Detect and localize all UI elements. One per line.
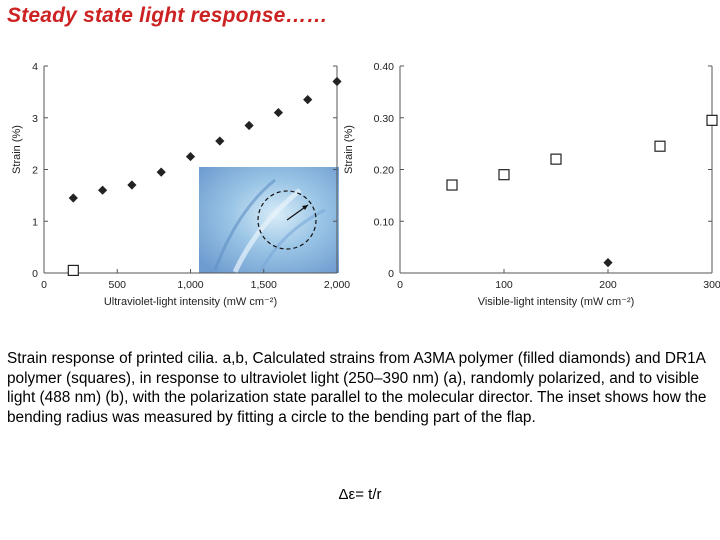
y-tick-label: 1 [32, 216, 38, 228]
diamond-point [156, 167, 166, 177]
y-tick-label: 0.40 [374, 61, 395, 73]
x-axis-label: Visible-light intensity (mW cm⁻²) [478, 296, 635, 308]
fit-circle [257, 190, 317, 250]
square-point [550, 153, 562, 165]
markers-a [67, 76, 342, 277]
diamond-point [332, 76, 342, 87]
diamond-point [244, 120, 254, 131]
x-tick-label: 2,000 [324, 279, 350, 291]
markers-b [446, 114, 718, 268]
square-point [446, 179, 458, 191]
square-point [654, 140, 666, 152]
square-point [498, 169, 510, 181]
diamond-point [68, 193, 78, 203]
diamond-point [185, 151, 196, 162]
y-tick-label: 3 [32, 113, 38, 125]
y-axis-label: Strain (%) [11, 125, 23, 174]
x-tick-label: 100 [495, 279, 513, 291]
x-tick-label: 1,500 [251, 279, 277, 291]
x-tick-label: 300 [703, 279, 720, 291]
x-tick-label: 1,000 [177, 279, 203, 291]
x-tick-label: 0 [397, 279, 403, 291]
strain-charts: 0 1 2 3 4 0 500 1,000 1,500 2,000 Ultraviolet-ligh… [11, 61, 720, 308]
x-tick-label: 500 [108, 279, 126, 291]
diamond-point [127, 180, 137, 190]
y-tick-label: 0 [388, 268, 394, 280]
y-tick-label: 4 [32, 61, 38, 73]
diamond-point [273, 107, 283, 118]
y-tick-label: 2 [32, 165, 38, 177]
figure: 0 1 2 3 4 0 500 1,000 1,500 2,000 Ultraviolet-ligh… [0, 40, 720, 340]
y-tick-label: 0.20 [374, 165, 395, 177]
diamond-point [603, 258, 613, 268]
x-tick-label: 200 [599, 279, 617, 291]
y-axis-label: Strain (%) [343, 125, 355, 174]
square-point [67, 264, 79, 277]
square-point [706, 114, 718, 126]
strain-formula: Δε= t/r [338, 486, 382, 503]
diamond-point [98, 185, 108, 195]
chart-b: 0 0.10 0.20 0.30 0.40 0 100 200 300 Visible-light… [343, 61, 720, 308]
y-tick-label: 0.30 [374, 113, 395, 125]
y-tick-label: 0.10 [374, 216, 395, 228]
x-axis-label: Ultraviolet-light intensity (mW cm⁻²) [104, 296, 277, 308]
inset-photo [199, 167, 339, 274]
figure-caption: Strain response of printed cilia. a,b, C… [7, 350, 707, 426]
slide-title: Steady state light response…… [7, 4, 328, 27]
diamond-point [303, 95, 313, 105]
x-tick-label: 0 [41, 279, 47, 291]
diamond-point [215, 136, 225, 146]
y-tick-label: 0 [32, 268, 38, 280]
chart-a: 0 1 2 3 4 0 500 1,000 1,500 2,000 Ultraviolet-ligh… [11, 61, 350, 308]
